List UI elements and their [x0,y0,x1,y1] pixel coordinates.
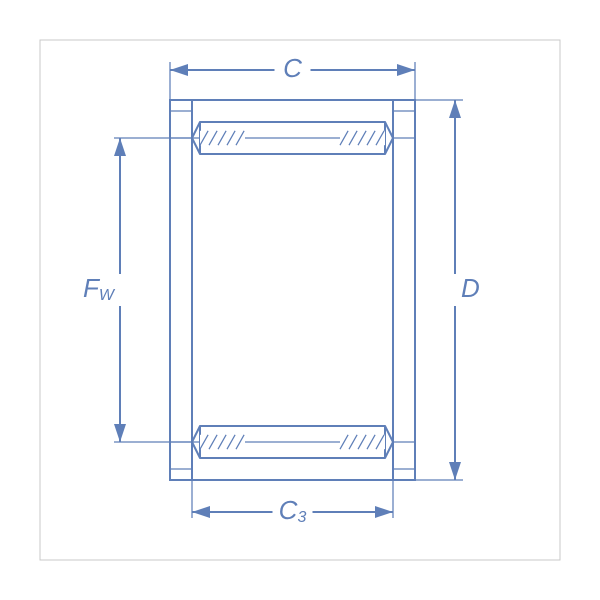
svg-text:D: D [461,273,480,303]
svg-text:C: C [283,53,302,83]
